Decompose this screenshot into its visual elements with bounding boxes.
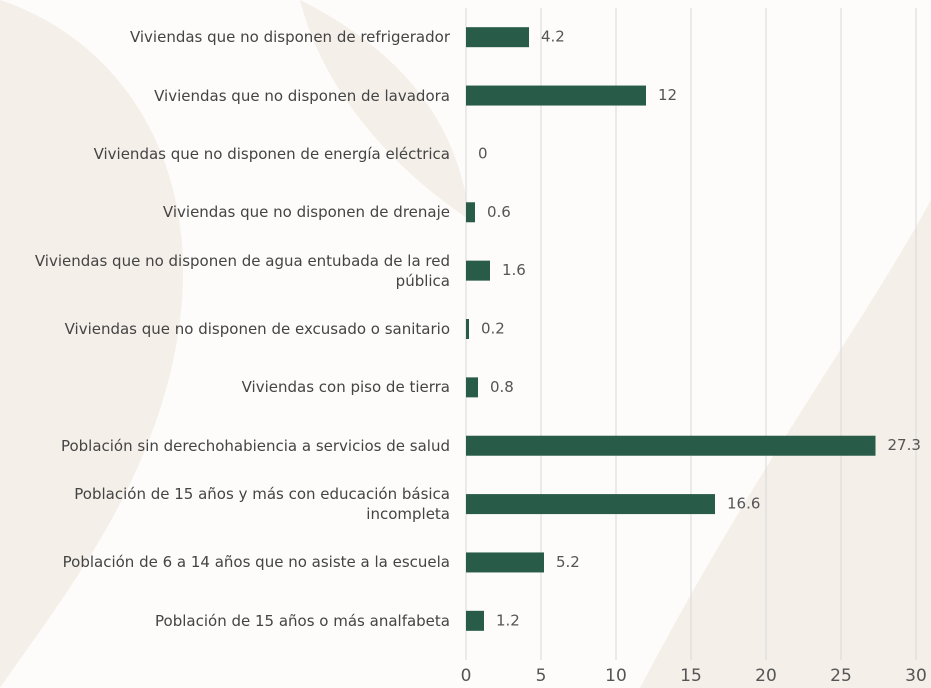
x-tick-label: 25 bbox=[830, 666, 852, 686]
page: 0 5 10 15 20 25 30 4.2 12 0 0.6 1.6 0.2 0.8 27.3 16.6 5.… bbox=[0, 0, 931, 688]
bar bbox=[466, 86, 646, 106]
category-label: Población de 6 a 14 años que no asiste a… bbox=[5, 552, 450, 572]
x-tick-label: 10 bbox=[605, 666, 627, 686]
category-label: Viviendas con piso de tierra bbox=[5, 377, 450, 397]
value-label: 0.8 bbox=[490, 378, 514, 396]
x-tick-label: 15 bbox=[680, 666, 702, 686]
category-label: Viviendas que no disponen de energía elé… bbox=[5, 144, 450, 164]
bar bbox=[466, 494, 715, 514]
category-label: Población de 15 años o más analfabeta bbox=[5, 611, 450, 631]
bar bbox=[466, 319, 469, 339]
value-label: 16.6 bbox=[727, 495, 760, 513]
x-tick-label: 30 bbox=[905, 666, 927, 686]
category-label: Población sin derechohabiencia a servici… bbox=[5, 436, 450, 456]
x-tick-label: 0 bbox=[461, 666, 472, 686]
category-label: Viviendas que no disponen de drenaje bbox=[5, 202, 450, 222]
bar bbox=[466, 611, 484, 631]
x-tick-label: 5 bbox=[536, 666, 547, 686]
value-label: 0 bbox=[478, 144, 488, 162]
value-label: 12 bbox=[658, 86, 677, 104]
x-tick-label: 20 bbox=[755, 666, 777, 686]
category-label: Población de 15 años y más con educación… bbox=[5, 484, 450, 525]
value-label: 0.6 bbox=[487, 203, 511, 221]
category-label: Viviendas que no disponen de refrigerado… bbox=[5, 27, 450, 47]
value-label: 1.2 bbox=[496, 611, 520, 629]
value-label: 5.2 bbox=[556, 553, 580, 571]
category-label: Viviendas que no disponen de lavadora bbox=[5, 85, 450, 105]
bar bbox=[466, 552, 544, 572]
bar bbox=[466, 202, 475, 222]
bar bbox=[466, 377, 478, 397]
value-label: 4.2 bbox=[541, 28, 565, 46]
bar bbox=[466, 27, 529, 47]
value-label: 1.6 bbox=[502, 261, 526, 279]
category-label: Viviendas que no disponen de excusado o … bbox=[5, 319, 450, 339]
value-label: 27.3 bbox=[888, 436, 921, 454]
value-label: 0.2 bbox=[481, 320, 505, 338]
bar bbox=[466, 436, 876, 456]
bar bbox=[466, 261, 490, 281]
category-label: Viviendas que no disponen de agua entuba… bbox=[5, 250, 450, 291]
